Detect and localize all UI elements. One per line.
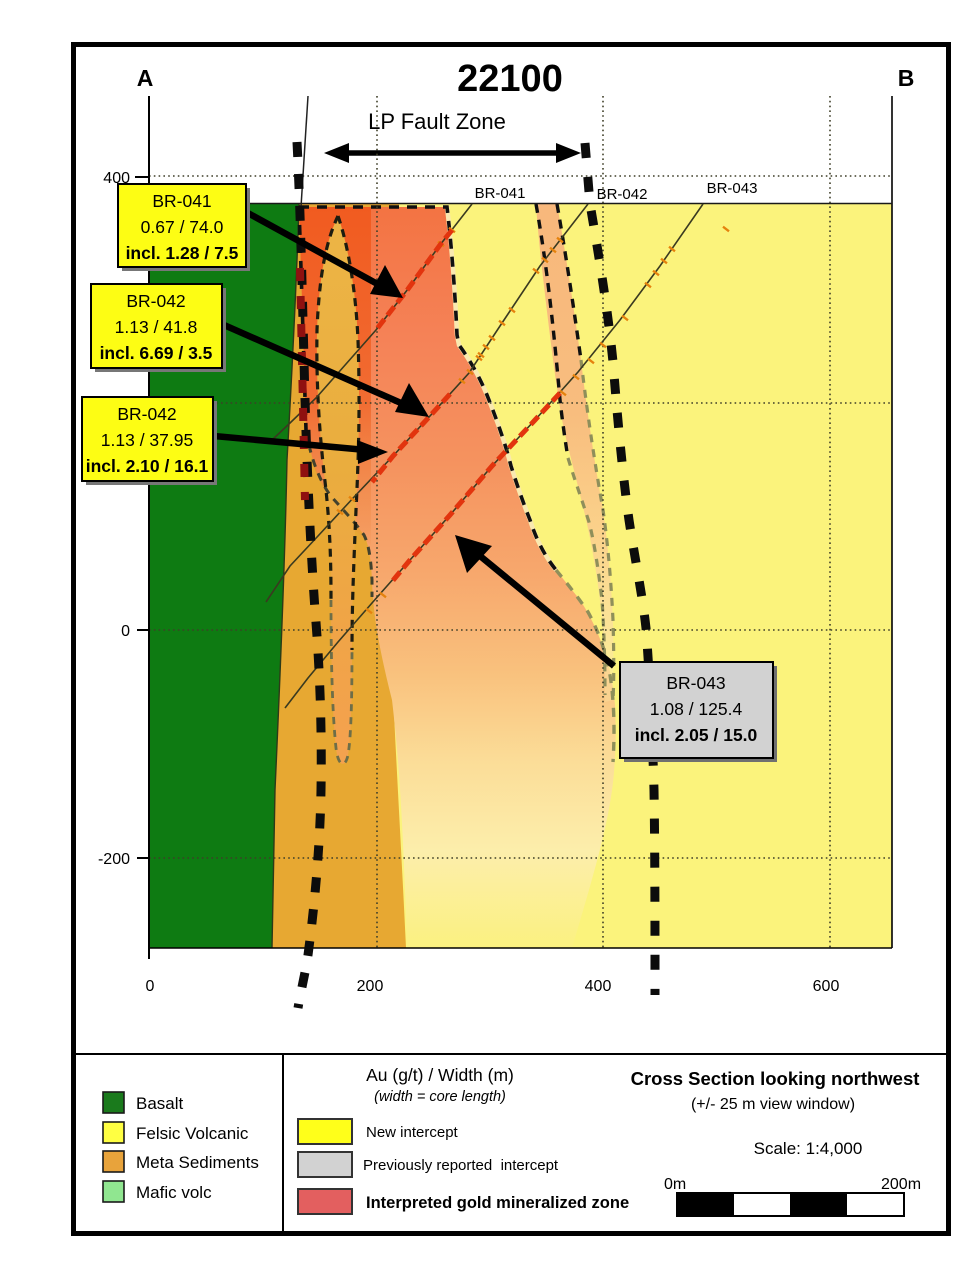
svg-text:400: 400 — [103, 170, 130, 187]
svg-text:A: A — [137, 65, 154, 91]
svg-text:Cross Section looking northwes: Cross Section looking northwest — [631, 1068, 920, 1089]
svg-text:BR-043: BR-043 — [666, 673, 725, 693]
svg-text:0.67 / 74.0: 0.67 / 74.0 — [141, 217, 224, 237]
svg-text:Au (g/t) / Width (m): Au (g/t) / Width (m) — [366, 1065, 514, 1085]
svg-text:New intercept: New intercept — [366, 1124, 459, 1141]
svg-text:LP Fault Zone: LP Fault Zone — [368, 109, 506, 134]
svg-text:Mafic volc: Mafic volc — [136, 1183, 212, 1202]
svg-text:BR-042: BR-042 — [597, 186, 648, 203]
svg-text:0m: 0m — [664, 1176, 686, 1193]
svg-text:Scale: 1:4,000: Scale: 1:4,000 — [754, 1139, 863, 1158]
svg-text:BR-043: BR-043 — [707, 180, 758, 197]
svg-text:Basalt: Basalt — [136, 1094, 184, 1113]
svg-text:Interpreted gold mineralized z: Interpreted gold mineralized zone — [366, 1194, 629, 1212]
svg-text:BR-042: BR-042 — [126, 291, 185, 311]
svg-text:(width = core length): (width = core length) — [374, 1089, 506, 1105]
svg-text:600: 600 — [813, 978, 840, 995]
svg-text:incl. 2.10 / 16.1: incl. 2.10 / 16.1 — [86, 456, 209, 476]
svg-text:incl. 1.28 / 7.5: incl. 1.28 / 7.5 — [126, 243, 239, 263]
svg-text:22100: 22100 — [457, 58, 563, 100]
svg-text:200m: 200m — [881, 1176, 921, 1193]
svg-text:0: 0 — [146, 978, 155, 995]
svg-text:1.13 / 37.95: 1.13 / 37.95 — [101, 430, 193, 450]
svg-text:1.08 / 125.4: 1.08 / 125.4 — [650, 699, 743, 719]
svg-text:Previously reported intercept: Previously reported intercept — [363, 1157, 559, 1174]
svg-text:Meta Sediments: Meta Sediments — [136, 1153, 259, 1172]
svg-text:incl. 6.69 / 3.5: incl. 6.69 / 3.5 — [100, 343, 213, 363]
svg-text:B: B — [898, 65, 915, 91]
svg-text:BR-042: BR-042 — [117, 404, 176, 424]
svg-text:-200: -200 — [98, 851, 130, 868]
svg-text:0: 0 — [121, 623, 130, 640]
svg-text:incl. 2.05 / 15.0: incl. 2.05 / 15.0 — [635, 725, 758, 745]
svg-text:BR-041: BR-041 — [475, 185, 526, 202]
svg-text:200: 200 — [357, 978, 384, 995]
svg-text:400: 400 — [585, 978, 612, 995]
svg-text:(+/- 25 m view window): (+/- 25 m view window) — [691, 1096, 855, 1113]
svg-text:BR-041: BR-041 — [152, 191, 211, 211]
svg-text:Felsic Volcanic: Felsic Volcanic — [136, 1124, 249, 1143]
svg-text:1.13 / 41.8: 1.13 / 41.8 — [115, 317, 198, 337]
